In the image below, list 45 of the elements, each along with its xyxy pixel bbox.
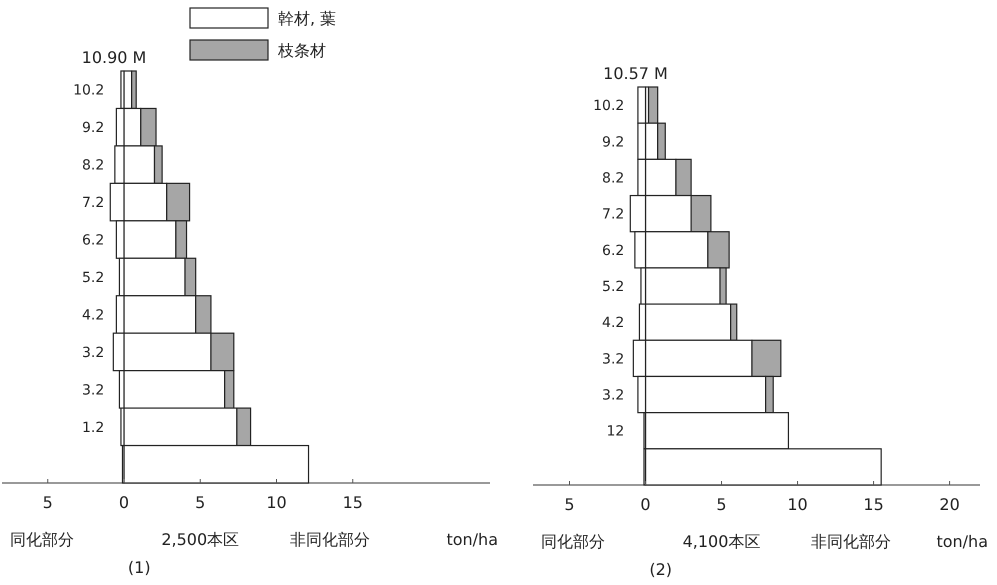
text: (1)	[128, 558, 151, 577]
x-tick-label: 5	[195, 493, 206, 512]
y-tick-label: 5.2	[602, 279, 624, 295]
y-tick-label: 4.2	[82, 307, 104, 324]
text: 同化部分	[541, 532, 605, 551]
x-tick-label: 5	[42, 493, 53, 512]
y-tick-label: 3.2	[602, 388, 624, 404]
x-tick-label: 15	[863, 495, 884, 514]
text: (2)	[649, 560, 672, 579]
text: 2,500本区	[161, 530, 240, 549]
y-tick-label: 3.2	[602, 351, 624, 368]
y-tick-label: 7.2	[82, 195, 104, 212]
legend-label: 幹材, 葉	[278, 9, 336, 28]
text: 同化部分	[10, 530, 74, 549]
y-tick-label: 9.2	[602, 134, 624, 150]
y-tick-label: 6.2	[82, 232, 104, 249]
x-tick-label: 0	[640, 495, 651, 514]
text: 非同化部分	[810, 532, 891, 551]
legend-label: 枝条材	[277, 41, 326, 60]
y-tick-label: 3.2	[82, 382, 104, 398]
x-axis-title: ton/ha	[446, 530, 498, 549]
x-tick-label: 5	[564, 495, 575, 514]
x-tick-label: 10	[787, 495, 808, 514]
y-tick-label: 3.2	[82, 344, 104, 361]
text: 10.57 M	[603, 64, 668, 83]
y-tick-label: 10.2	[73, 82, 104, 99]
y-tick-label: 6.2	[602, 242, 624, 259]
y-tick-label: 7.2	[602, 206, 624, 223]
x-tick-label: 5	[716, 495, 727, 514]
y-tick-label: 4.2	[602, 315, 624, 332]
y-tick-label: 8.2	[602, 170, 624, 186]
y-tick-label: 12	[606, 424, 624, 440]
y-tick-label: 1.2	[82, 420, 104, 436]
y-tick-label: 10.2	[593, 98, 624, 114]
x-tick-label: 20	[939, 495, 960, 514]
y-tick-label: 5.2	[82, 270, 104, 286]
text: 非同化部分	[290, 530, 370, 549]
y-tick-label: 8.2	[82, 158, 104, 174]
text: 4,100本区	[682, 532, 760, 551]
x-tick-label: 0	[118, 493, 130, 512]
x-tick-label: 15	[342, 493, 363, 512]
x-tick-label: 10	[266, 493, 287, 512]
text: 10.90 M	[82, 48, 146, 67]
x-axis-title: ton/ha	[936, 532, 988, 551]
y-tick-label: 9.2	[82, 120, 104, 136]
